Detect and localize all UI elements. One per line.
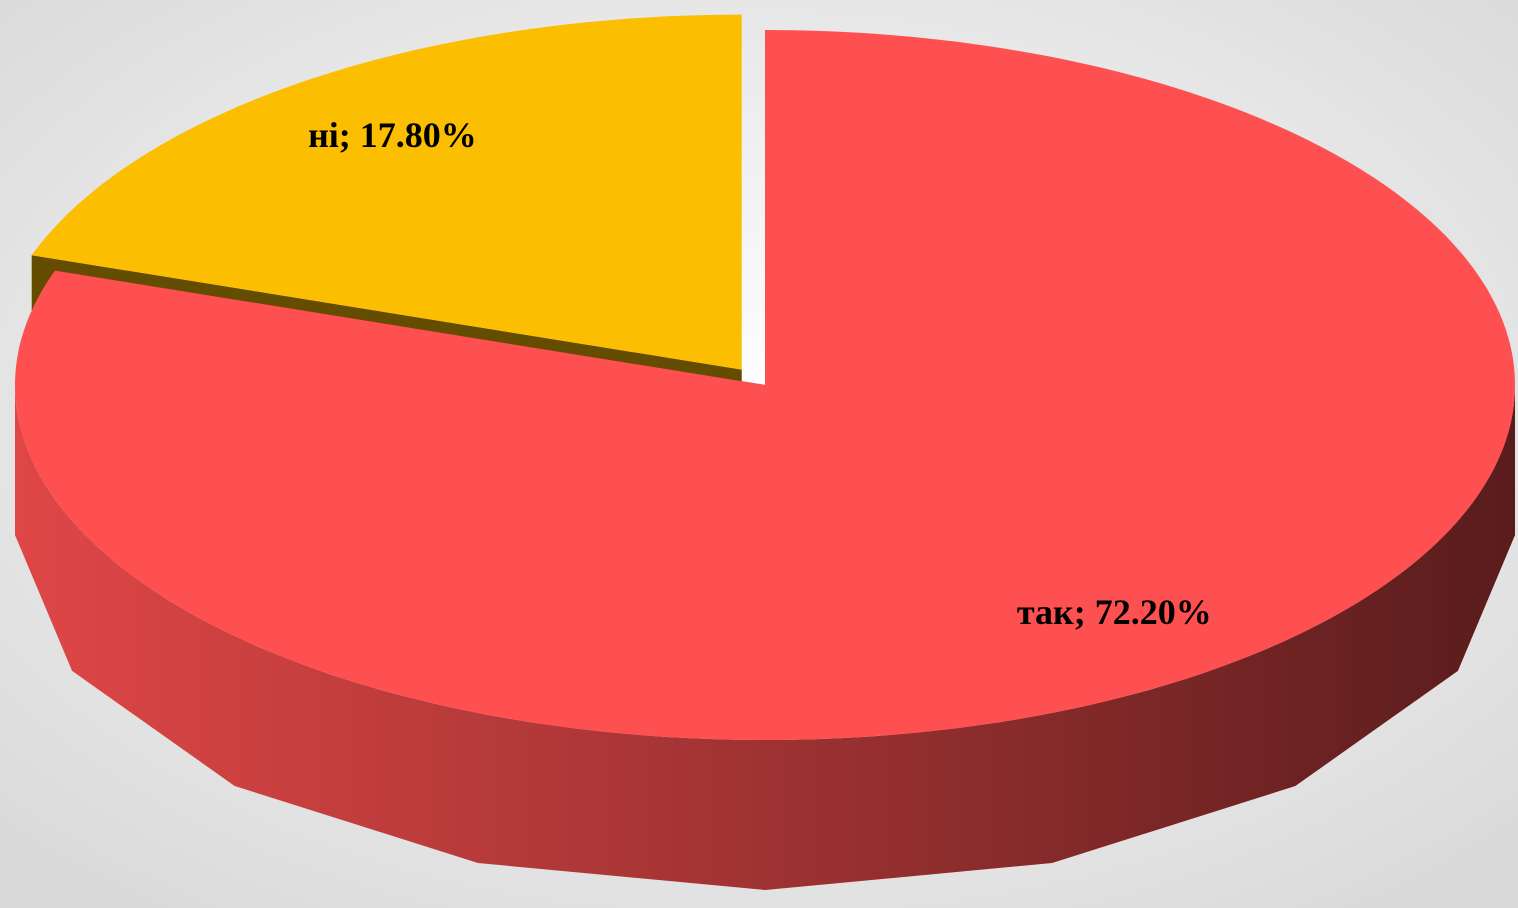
slice [31,14,742,370]
slice [15,30,1515,740]
data-label: ні; 17.80% [308,115,477,155]
data-label: так; 72.20% [1017,592,1212,632]
slice-side-shade [15,385,1515,890]
